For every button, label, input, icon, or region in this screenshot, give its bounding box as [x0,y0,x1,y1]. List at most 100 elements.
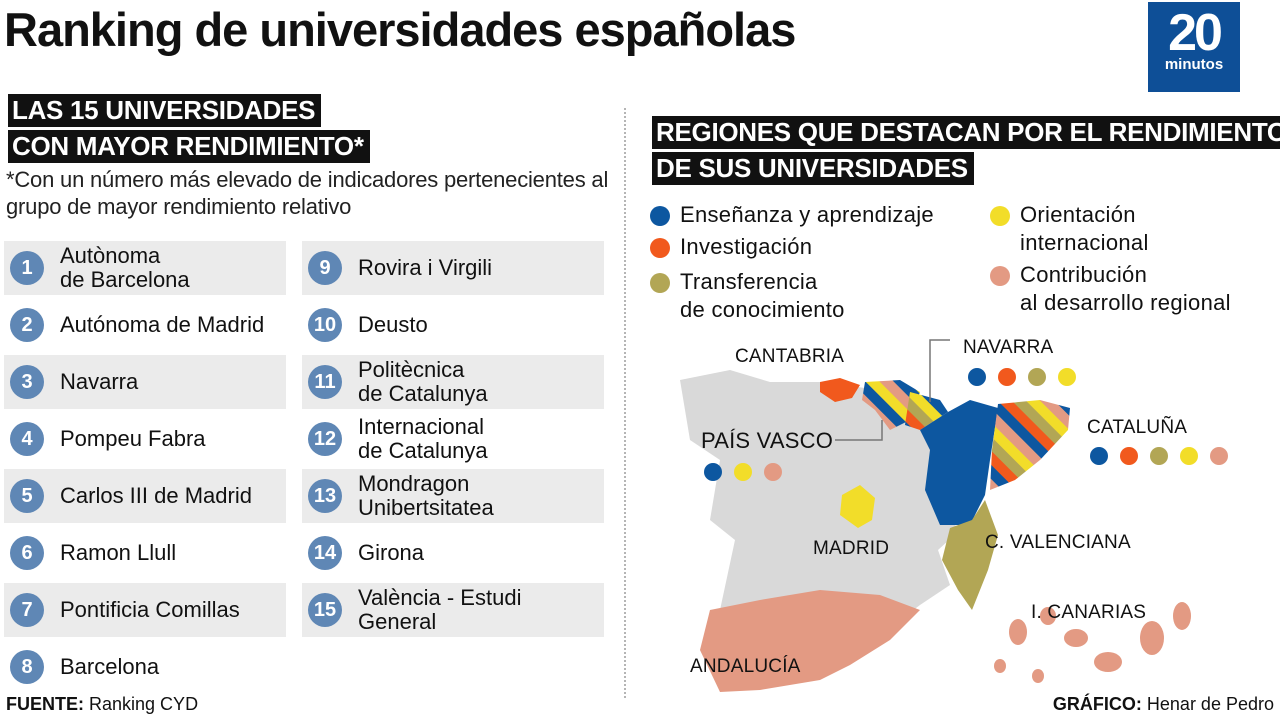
map-region-cantabria [820,378,860,402]
dimension-dot [1150,447,1168,465]
rank-badge: 8 [10,650,44,684]
university-item: 9 Rovira i Virgili [302,241,604,295]
rank-badge: 13 [308,479,342,513]
university-name: Internacional de Catalunya [358,414,488,463]
regions-heading-line-2: DE SUS UNIVERSIDADES [652,152,974,185]
dimension-dot [968,368,986,386]
legend-label-transferencia: Transferencia de conocimiento [680,269,845,322]
credit-line: GRÁFICO: Henar de Pedro [1053,694,1274,715]
region-label-andalucia: ANDALUCÍA [690,656,801,677]
university-item: 5 Carlos III de Madrid [4,469,286,523]
map-region-pais-vasco [862,380,920,430]
region-label-canarias: I. CANARIAS [1031,602,1147,623]
map-region-madrid [840,485,875,528]
credit-label: GRÁFICO: [1052,694,1142,714]
university-name: Pontificia Comillas [60,597,240,622]
dimension-dot [1058,368,1076,386]
rank-badge: 1 [10,251,44,285]
university-name: Navarra [60,369,139,394]
legend-dot-ensenanza [650,206,670,226]
ranking-heading-line-2: CON MAYOR RENDIMIENTO* [8,130,370,163]
university-item: 8 Barcelona [4,640,286,694]
leader-line-navarra [929,339,950,402]
map-region-navarra [905,392,948,430]
rank-badge: 3 [10,365,44,399]
ranking-footnote: *Con un número más elevado de indicadore… [6,167,609,219]
leader-line-pais-vasco [835,420,883,441]
university-item: 14 Girona [302,526,604,580]
legend-orientacion: Orientación internacional [990,201,1149,257]
dimension-dot [1120,447,1138,465]
rank-badge: 2 [10,308,44,342]
university-name: Autónoma de Madrid [60,312,265,337]
region-label-valenciana: C. VALENCIANA [985,532,1131,553]
ranking-heading-line-1: LAS 15 UNIVERSIDADES [8,94,322,127]
rank-badge: 9 [308,251,342,285]
university-item: 4 Pompeu Fabra [4,412,286,466]
legend-dot-transferencia [650,273,670,293]
region-label-pais-vasco: PAÍS VASCO [701,428,834,453]
university-item: 2 Autónoma de Madrid [4,298,286,352]
university-item: 3 Navarra [4,355,286,409]
source-label: FUENTE: [6,694,84,714]
dimension-dot [1028,368,1046,386]
university-item: 10 Deusto [302,298,604,352]
legend-investigacion: Investigación [650,233,812,261]
page-title: Ranking de universidades españolas [4,3,796,56]
legend-dot-contribucion [990,266,1010,286]
region-label-cantabria: CANTABRIA [735,346,845,367]
rank-badge: 5 [10,479,44,513]
panel-divider [624,108,626,698]
region-label-navarra: NAVARRA [963,337,1054,358]
legend-dot-orientacion [990,206,1010,226]
ranking-heading: LAS 15 UNIVERSIDADES CON MAYOR RENDIMIEN… [8,94,370,166]
rank-badge: 11 [308,365,342,399]
university-name: Politècnica de Catalunya [358,357,488,406]
regions-heading-line-1: REGIONES QUE DESTACAN POR EL RENDIMIENTO [652,116,1280,149]
university-item: 15 València - Estudi General [302,583,604,637]
legend-transferencia: Transferencia de conocimiento [650,268,845,324]
map-region-aragon [920,400,998,525]
logo-word: minutos [1164,56,1224,73]
legend-contribucion: Contribución al desarrollo regional [990,261,1231,317]
rank-badge: 14 [308,536,342,570]
university-name: València - Estudi General [358,585,522,634]
cataluna-dimension-dots [1090,447,1228,465]
university-item: 1 Autònoma de Barcelona [4,241,286,295]
dimension-dot [704,463,722,481]
dimension-dot [1210,447,1228,465]
university-name: Barcelona [60,654,160,679]
rank-badge: 4 [10,422,44,456]
map-region-canarias [994,602,1191,683]
legend-label-ensenanza: Enseñanza y aprendizaje [680,202,934,227]
university-name: Rovira i Virgili [358,255,493,280]
rank-badge: 6 [10,536,44,570]
university-name: Mondragon Unibertsitatea [358,471,494,520]
university-name: Deusto [358,312,428,337]
regions-heading: REGIONES QUE DESTACAN POR EL RENDIMIENTO… [652,116,1280,188]
pais-vasco-dimension-dots [704,463,782,481]
dimension-dot [764,463,782,481]
credit-value: Henar de Pedro [1146,694,1274,714]
legend-label-contribucion: Contribución al desarrollo regional [1020,262,1231,315]
university-name: Ramon Llull [60,540,177,565]
map-region-cataluna [990,400,1070,490]
region-label-madrid: MADRID [813,538,890,559]
dimension-dot [1090,447,1108,465]
rank-badge: 7 [10,593,44,627]
university-name: Pompeu Fabra [60,426,206,451]
legend-ensenanza: Enseñanza y aprendizaje [650,201,934,229]
20minutos-logo: 20 minutos [1148,2,1240,92]
map-region-andalucia [700,590,920,692]
map-region-valenciana [942,500,998,610]
rank-badge: 12 [308,422,342,456]
university-name: Carlos III de Madrid [60,483,252,508]
spain-map [680,339,1191,692]
navarra-dimension-dots [968,368,1076,386]
source-value: Ranking CYD [89,694,199,714]
dimension-dot [734,463,752,481]
logo-number: 20 [1168,4,1223,62]
university-item: 6 Ramon Llull [4,526,286,580]
legend-label-investigacion: Investigación [680,234,813,259]
legend-dot-investigacion [650,238,670,258]
